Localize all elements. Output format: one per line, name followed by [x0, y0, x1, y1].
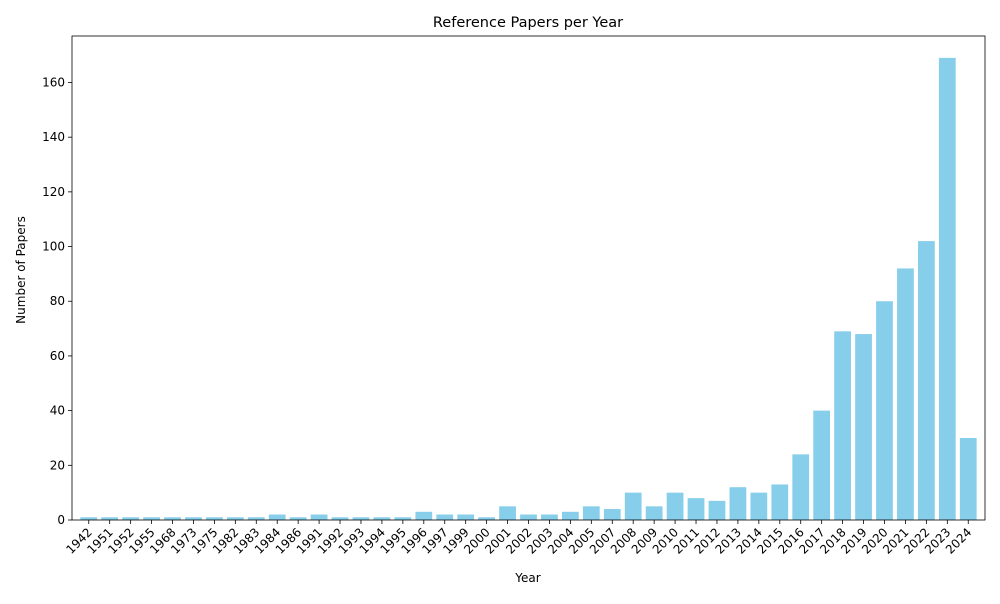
plot-area	[71, 35, 986, 521]
bar-2008	[624, 492, 642, 520]
bar-1991	[310, 514, 328, 520]
bar-2016	[792, 454, 810, 520]
bar-2012	[708, 500, 726, 520]
y-tick-label: 160	[42, 75, 65, 89]
bar-2019	[855, 334, 872, 520]
y-tick-label: 100	[42, 240, 65, 254]
bar-1983	[247, 517, 265, 520]
bar-1951	[101, 517, 119, 520]
bar-1952	[122, 517, 140, 520]
bar-2024	[959, 437, 977, 520]
bar-1968	[164, 517, 181, 520]
bar-2007	[603, 509, 621, 520]
y-axis: 0 20 40 60 80 100 120 140 160	[42, 75, 72, 527]
bar-1996	[415, 511, 433, 520]
bar-2005	[582, 506, 600, 520]
y-tick-label: 140	[42, 130, 65, 144]
bar-1973	[185, 517, 202, 520]
x-axis: 1942195119521955196819731975198219831984…	[63, 520, 974, 557]
bar-2000	[478, 517, 495, 520]
bar-2018	[834, 331, 851, 520]
bar-1992	[331, 517, 349, 520]
bar-2004	[562, 511, 579, 520]
bar-1975	[206, 517, 223, 520]
y-tick-label: 0	[57, 513, 65, 527]
bar-2002	[520, 514, 537, 520]
bar-2014	[750, 492, 768, 520]
bar-2001	[499, 506, 516, 520]
y-tick-label: 20	[50, 458, 65, 472]
bar-1995	[394, 517, 412, 520]
bar-2013	[729, 487, 747, 520]
bar-2022	[917, 241, 935, 520]
bar-2009	[645, 506, 663, 520]
bar-2010	[666, 492, 684, 520]
bar-1982	[226, 517, 244, 520]
chart-title: Reference Papers per Year	[433, 15, 623, 31]
bar-1942	[80, 517, 98, 520]
bar-1984	[268, 514, 286, 520]
y-axis-label: Number of Papers	[14, 216, 28, 324]
y-tick-label: 120	[42, 185, 65, 199]
bar-2023	[938, 57, 956, 520]
bar-1999	[457, 514, 475, 520]
y-tick-label: 60	[50, 349, 65, 363]
y-tick-label: 40	[50, 404, 65, 418]
bar-2020	[876, 301, 893, 520]
bar-2003	[541, 514, 558, 520]
bar-2021	[897, 268, 914, 520]
bar-1986	[289, 517, 307, 520]
bar-2017	[813, 410, 831, 520]
bar-1993	[352, 517, 370, 520]
bar-1994	[373, 517, 391, 520]
x-axis-label: Year	[514, 571, 540, 585]
bar-2011	[687, 498, 705, 520]
bar-2015	[771, 484, 789, 520]
y-tick-label: 80	[50, 294, 65, 308]
bar-1997	[436, 514, 454, 520]
bar-1955	[143, 517, 160, 520]
